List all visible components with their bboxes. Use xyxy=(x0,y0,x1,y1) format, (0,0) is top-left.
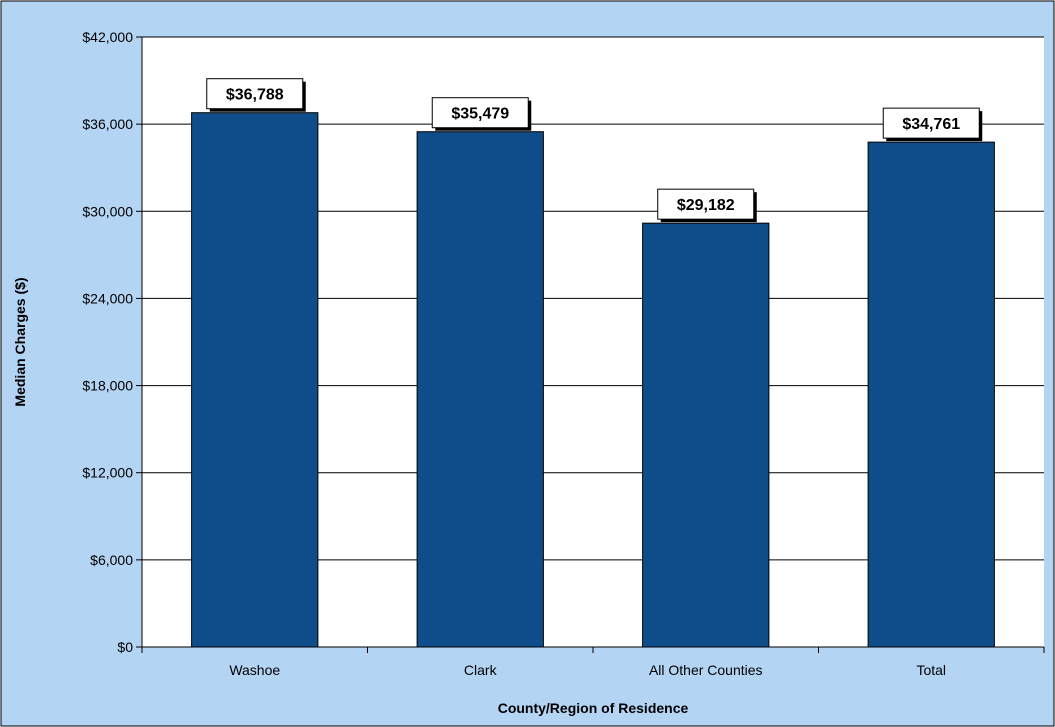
y-tick-label: $0 xyxy=(117,639,133,655)
bar xyxy=(416,131,544,648)
data-label: $36,788 xyxy=(226,87,284,104)
data-label-box xyxy=(206,78,304,110)
x-tick-labels: Washoe Clark All Other Counties Total xyxy=(229,662,946,678)
bar xyxy=(191,112,319,648)
y-tick-label: $30,000 xyxy=(82,203,133,219)
x-tick-label: All Other Counties xyxy=(649,662,763,678)
x-tick-label: Clark xyxy=(464,662,498,678)
y-tick-label: $6,000 xyxy=(90,552,133,568)
data-labels: $36,788 $35,479 $29,182 $34,761 xyxy=(206,78,983,223)
bar xyxy=(867,141,995,648)
y-tick-label: $36,000 xyxy=(82,116,133,132)
x-tick-label: Total xyxy=(916,662,946,678)
data-label: $34,761 xyxy=(902,116,960,133)
data-label: $35,479 xyxy=(451,106,509,123)
data-label: $29,182 xyxy=(677,197,735,214)
y-axis-title: Median Charges ($) xyxy=(12,277,28,406)
y-tick-labels: $0 $6,000 $12,000 $18,000 $24,000 $30,000 $36,… xyxy=(82,29,133,655)
data-label-box xyxy=(657,188,755,220)
y-tick-label: $24,000 xyxy=(82,290,133,306)
data-label-box xyxy=(431,97,529,129)
y-tick-label: $42,000 xyxy=(82,29,133,45)
data-label-box xyxy=(882,107,980,139)
y-tick-label: $12,000 xyxy=(82,465,133,481)
x-axis-title: County/Region of Residence xyxy=(498,700,689,716)
axes xyxy=(136,36,1045,653)
bar xyxy=(642,222,770,648)
x-tick-label: Washoe xyxy=(229,662,280,678)
y-tick-label: $18,000 xyxy=(82,378,133,394)
